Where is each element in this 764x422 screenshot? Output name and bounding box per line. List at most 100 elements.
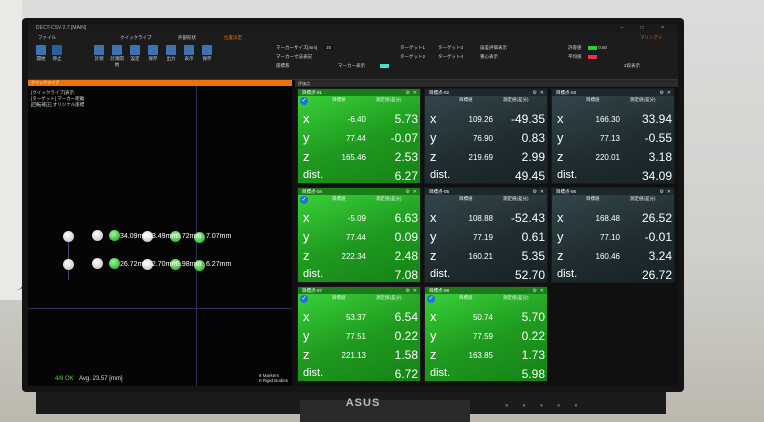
marker[interactable] xyxy=(63,259,74,270)
axis-x-label: x xyxy=(430,309,437,324)
average-label: 平均値 xyxy=(568,54,582,59)
gear-icon[interactable]: ⚙ xyxy=(532,189,537,195)
target-tile-08[interactable]: 目標点-08 ⚙ ✕ ✓ 目標値 測定値(差分) x 50.74 5.70 y 77.59 0.22 z… xyxy=(424,286,548,382)
tile-title: 目標点-02 xyxy=(425,89,547,96)
axis-x-label: x xyxy=(303,309,310,324)
measure-start-button[interactable]: 計測開始 xyxy=(110,45,124,68)
marker[interactable] xyxy=(63,231,74,242)
dist-label: dist. xyxy=(430,367,451,379)
target-x-value: 50.74 xyxy=(472,313,493,322)
stop-button[interactable]: 停止 xyxy=(50,45,64,62)
window-controls[interactable]: – □ × xyxy=(620,25,672,31)
marker-dim-label: マーカー寸法表記 xyxy=(276,54,312,59)
measured-column-label: 測定値(差分) xyxy=(503,295,529,300)
folder-icon xyxy=(202,45,212,55)
measure-button[interactable]: 計測 xyxy=(92,45,106,62)
marker[interactable] xyxy=(109,258,120,269)
marker[interactable] xyxy=(170,259,181,270)
ribbon-tab-file[interactable]: ファイル xyxy=(38,35,56,40)
view-button[interactable]: 表示 xyxy=(182,45,196,62)
close-icon[interactable]: ✕ xyxy=(539,189,544,195)
save-button[interactable]: 保存 xyxy=(146,45,160,62)
marker[interactable] xyxy=(109,230,120,241)
target-tile-04[interactable]: 目標点-04 ⚙ ✕ ✓ 目標値 測定値(差分) x -5.09 6.63 y 77.44 0.09 z… xyxy=(297,187,421,283)
target3-check[interactable]: ターゲット3 xyxy=(438,45,464,50)
gear-icon[interactable]: ⚙ xyxy=(659,90,664,96)
monitor-buttons[interactable]: ● ● ● ● ● xyxy=(505,403,584,409)
check-icon: ✓ xyxy=(427,295,435,303)
average-swatch[interactable] xyxy=(588,54,597,59)
target-column-label: 目標値 xyxy=(332,97,346,102)
axis-z-label: z xyxy=(430,248,437,263)
target-y-value: 77.13 xyxy=(599,134,620,143)
close-icon[interactable]: ✕ xyxy=(539,90,544,96)
measured-y-value: -0.01 xyxy=(644,230,672,244)
3d-viewport[interactable]: クイックライブ [クイックライブ]表示 [ターゲット] マーカー距離 [回転補正… xyxy=(28,80,292,386)
close-icon[interactable]: ✕ xyxy=(666,90,671,96)
gear-icon[interactable]: ⚙ xyxy=(532,288,537,294)
target1-check[interactable]: ターゲット1 xyxy=(400,45,426,50)
target-tile-06[interactable]: 目標点-06 ⚙ ✕ 目標値 測定値(差分) x 168.48 26.52 y 77.10 -0.0… xyxy=(551,187,675,283)
accent-swatch[interactable] xyxy=(380,63,389,68)
target-y-value: 77.19 xyxy=(472,233,493,242)
gear-icon[interactable]: ⚙ xyxy=(405,90,410,96)
measured-x-value: 5.73 xyxy=(394,112,418,126)
ribbon-tab-quicklive[interactable]: クイックライブ xyxy=(120,35,152,40)
marker-size-input[interactable]: 25 xyxy=(324,45,334,50)
marker[interactable] xyxy=(194,260,205,271)
measured-x-value: 26.52 xyxy=(641,211,672,225)
ribbon-tab-position[interactable]: 位置決定 xyxy=(224,35,242,40)
gear-icon[interactable]: ⚙ xyxy=(405,288,410,294)
target-y-value: 76.90 xyxy=(472,134,493,143)
tolerance-swatch[interactable]: 0.50 xyxy=(588,45,607,50)
tile-title: 目標点-08 xyxy=(425,287,547,294)
gear-icon[interactable]: ⚙ xyxy=(532,90,537,96)
marker[interactable] xyxy=(92,258,103,269)
centroid-check[interactable]: 重心表示 xyxy=(480,54,498,59)
close-icon[interactable]: ✕ xyxy=(412,288,417,294)
marker[interactable] xyxy=(194,232,205,243)
target-z-value: 160.21 xyxy=(468,252,493,261)
target-column-label: 目標値 xyxy=(332,196,346,201)
target-tile-02[interactable]: 目標点-02 ⚙ ✕ 目標値 測定値(差分) x 109.26 -49.35 y 76.90 0.8… xyxy=(424,88,548,184)
target-x-value: -5.09 xyxy=(347,214,366,223)
target-tile-03[interactable]: 目標点-03 ⚙ ✕ 目標値 測定値(差分) x 166.30 33.94 y 77.13 -0.5… xyxy=(551,88,675,184)
dist-value: 5.98 xyxy=(521,367,545,381)
marker[interactable] xyxy=(170,231,181,242)
gear-icon[interactable]: ⚙ xyxy=(405,189,410,195)
axis-x-label: x xyxy=(430,210,437,225)
marker[interactable] xyxy=(142,259,153,270)
target-z-value: 221.13 xyxy=(341,351,366,360)
ribbon-tab-shape[interactable]: 外部形状 xyxy=(178,35,196,40)
start-button[interactable]: 開始 xyxy=(34,45,48,62)
close-icon[interactable]: ✕ xyxy=(412,189,417,195)
error-eval-check[interactable]: 誤差評価表示 xyxy=(480,45,507,50)
target-tile-01[interactable]: 目標点-01 ⚙ ✕ ✓ 目標値 測定値(差分) x -6.40 5.73 y 77.44 -0.07… xyxy=(297,88,421,184)
target-y-value: 77.44 xyxy=(345,134,366,143)
target-tile-07[interactable]: 目標点-07 ⚙ ✕ ✓ 目標値 測定値(差分) x 53.37 6.54 y 77.51 0.22 z… xyxy=(297,286,421,382)
target-x-value: 168.48 xyxy=(595,214,620,223)
save-all-button[interactable]: 保存 xyxy=(200,45,214,62)
axis-z-label: z xyxy=(430,347,437,362)
measured-y-value: 0.22 xyxy=(521,329,545,343)
close-icon[interactable]: ✕ xyxy=(412,90,417,96)
dist-label: dist. xyxy=(430,169,451,181)
two-row-check[interactable]: 2段表示 xyxy=(624,63,641,68)
measured-column-label: 測定値(差分) xyxy=(630,196,656,201)
close-icon[interactable]: ✕ xyxy=(666,189,671,195)
axis-z-label: z xyxy=(303,248,310,263)
marker[interactable] xyxy=(92,230,103,241)
marker[interactable] xyxy=(142,231,153,242)
target4-check[interactable]: ターゲット4 xyxy=(438,54,464,59)
wall xyxy=(0,0,22,300)
target-tile-05[interactable]: 目標点-05 ⚙ ✕ 目標値 測定値(差分) x 108.88 -52.43 y 77.19 0.6… xyxy=(424,187,548,283)
gear-icon[interactable]: ⚙ xyxy=(659,189,664,195)
target-column-label: 目標値 xyxy=(459,295,473,300)
settings-button[interactable]: 設定 xyxy=(128,45,142,62)
viewport-tab[interactable]: クイックライブ xyxy=(28,80,292,86)
target-column-label: 目標値 xyxy=(332,295,346,300)
target-x-value: -6.40 xyxy=(347,115,366,124)
target2-check[interactable]: ターゲット2 xyxy=(400,54,426,59)
export-button[interactable]: 出力 xyxy=(164,45,178,62)
close-icon[interactable]: ✕ xyxy=(539,288,544,294)
